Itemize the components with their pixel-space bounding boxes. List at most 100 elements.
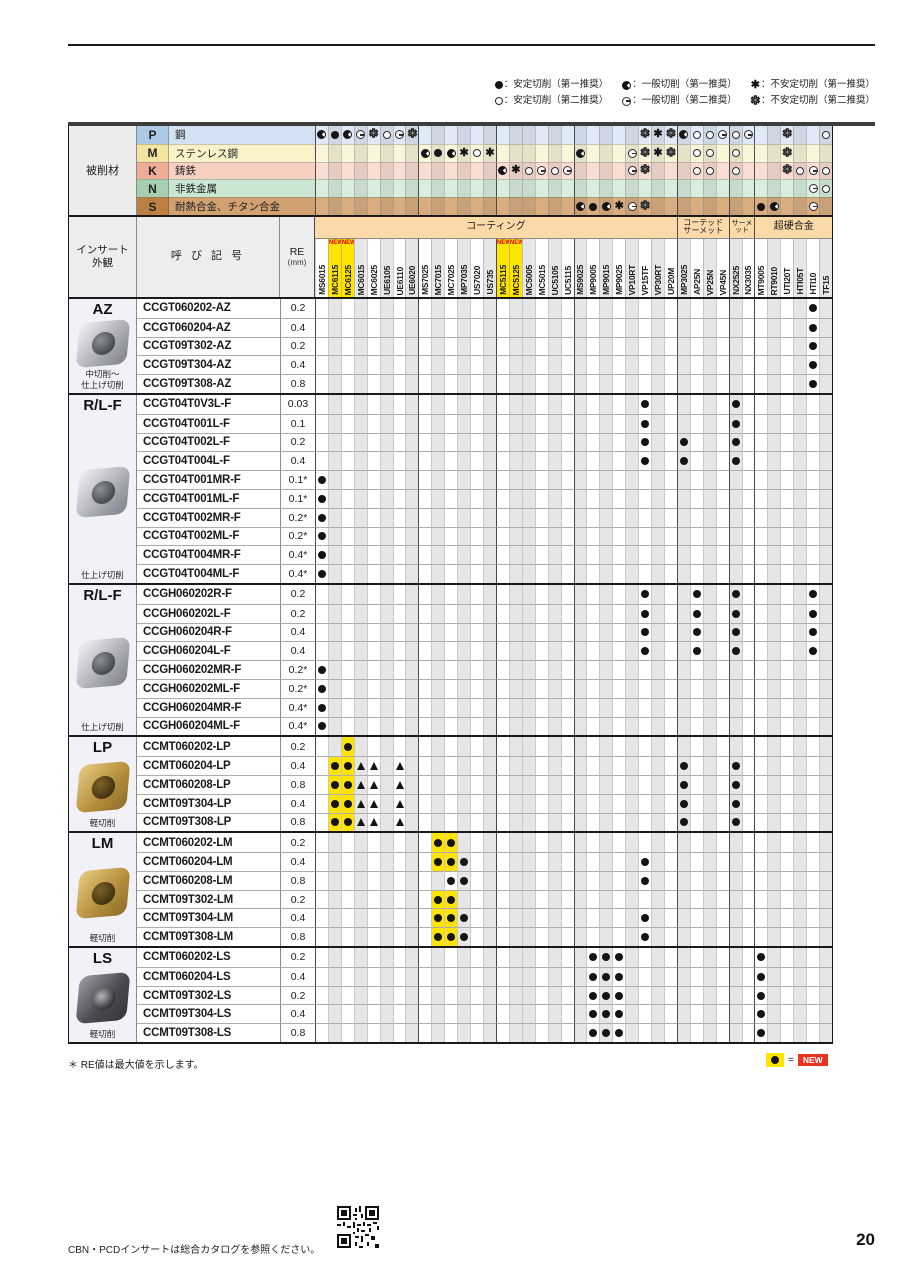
material-name: 非鉄金属 — [169, 179, 315, 198]
rating-cell — [444, 793, 458, 813]
mark-stable-first-icon — [460, 857, 469, 866]
rating-cell — [547, 774, 561, 794]
rating-cell — [470, 488, 484, 508]
rating-cell — [353, 774, 367, 794]
rating-cell — [715, 488, 729, 508]
rating-cell — [689, 812, 703, 832]
rating-cell — [715, 927, 729, 947]
rating-cell — [702, 737, 716, 757]
rating-cell — [508, 966, 522, 986]
rating-cell — [793, 507, 807, 527]
rating-cell — [547, 1004, 561, 1024]
rating-cell — [806, 507, 820, 527]
rating-cell — [457, 889, 471, 909]
rating-cell — [663, 584, 677, 604]
rating-cell — [418, 545, 432, 565]
rating-cell — [728, 451, 742, 471]
rating-cell — [586, 374, 600, 393]
re-value: 0.4 — [280, 355, 315, 375]
rating-cell — [560, 545, 574, 565]
rating-cell — [651, 622, 664, 642]
rating-cell — [780, 774, 794, 794]
rating-cell — [586, 413, 600, 433]
section-type-label: LP — [92, 739, 113, 757]
mark-general-first-icon — [317, 130, 327, 140]
material-rating-cell — [560, 161, 574, 180]
mark-general-first-icon — [622, 80, 632, 90]
rating-cell — [483, 336, 496, 356]
rating-cell — [534, 812, 548, 832]
rating-cell — [418, 966, 432, 986]
rating-cell — [444, 1023, 458, 1043]
rating-cell — [780, 545, 794, 565]
mark-stable-first-icon — [447, 857, 456, 866]
rating-cell — [793, 833, 807, 853]
mark-stable-first-icon — [731, 419, 740, 428]
rating-cell — [495, 451, 509, 471]
rating-cell — [599, 737, 613, 757]
grade-header-area: コーティング コーテッド サーメット サーメット 超硬合金 MS6015 NEW MC61… — [315, 216, 832, 297]
rating-cell — [806, 697, 820, 717]
rating-cell — [495, 870, 509, 890]
rating-cell — [457, 603, 471, 623]
rating-cell — [819, 413, 832, 433]
mark-stable-second-icon — [524, 166, 533, 175]
rating-cell — [353, 908, 367, 928]
rating-cell — [547, 833, 561, 853]
rating-cell — [405, 298, 419, 318]
rating-cell — [508, 908, 522, 928]
rating-cell — [534, 948, 548, 967]
sections-host: AZ 中切削〜 仕上げ切削 CCGT060202-AZ 0.2 CCGT060204-A… — [69, 298, 832, 1043]
grade-name: MP7035 — [459, 265, 470, 295]
rating-cell — [689, 336, 703, 356]
rating-cell — [534, 298, 548, 318]
rating-cell — [495, 470, 509, 489]
rating-cell — [741, 564, 755, 583]
rating-cell — [379, 812, 393, 832]
rating-cell — [431, 1023, 445, 1043]
material-rating-cell — [767, 179, 781, 198]
grade-name: UTI20T — [782, 268, 793, 295]
material-rating-cell — [767, 126, 781, 144]
mark-stable-first-icon — [330, 130, 339, 139]
rating-cell — [534, 507, 548, 527]
grade-name: US735 — [484, 270, 495, 295]
rating-cell — [483, 413, 496, 433]
rating-cell — [599, 622, 613, 642]
material-rating-cell: ✱ — [457, 143, 471, 162]
rating-cell — [418, 374, 432, 393]
rating-cell — [353, 660, 367, 679]
material-rating-cell — [586, 143, 600, 162]
rating-cell — [340, 584, 354, 604]
legend-text: ：不安定切削（第二推奨） — [760, 95, 875, 106]
material-rating-cell — [340, 143, 354, 162]
mark-stable-first-icon — [641, 419, 650, 428]
rating-cell — [418, 948, 432, 967]
new-key-equals: = — [788, 1054, 794, 1066]
rating-cell — [457, 927, 471, 947]
rating-cell — [676, 545, 690, 565]
rating-cell — [651, 852, 664, 871]
mark-stable-first-icon — [317, 494, 326, 503]
rating-cell — [457, 413, 471, 433]
rating-cell — [754, 641, 768, 661]
material-rating-cell — [806, 179, 820, 198]
grade-column-label: NEW MC5115 — [495, 238, 511, 297]
mark-stable-first-icon — [317, 513, 326, 522]
rating-cell — [728, 1023, 742, 1043]
rating-cell — [780, 908, 794, 928]
rating-cell — [625, 1004, 639, 1024]
rating-cell — [340, 432, 354, 452]
rating-cell — [457, 1023, 471, 1043]
rating-cell — [418, 355, 432, 375]
rating-cell — [780, 488, 794, 508]
rating-cell — [806, 603, 820, 623]
rating-cell — [586, 889, 600, 909]
rating-cell — [599, 336, 613, 356]
rating-cell — [741, 756, 755, 775]
material-rating-cell — [573, 179, 587, 198]
rating-cell — [651, 966, 664, 986]
rating-cell — [470, 1023, 484, 1043]
rating-cell — [599, 603, 613, 623]
rating-cell — [315, 622, 328, 642]
